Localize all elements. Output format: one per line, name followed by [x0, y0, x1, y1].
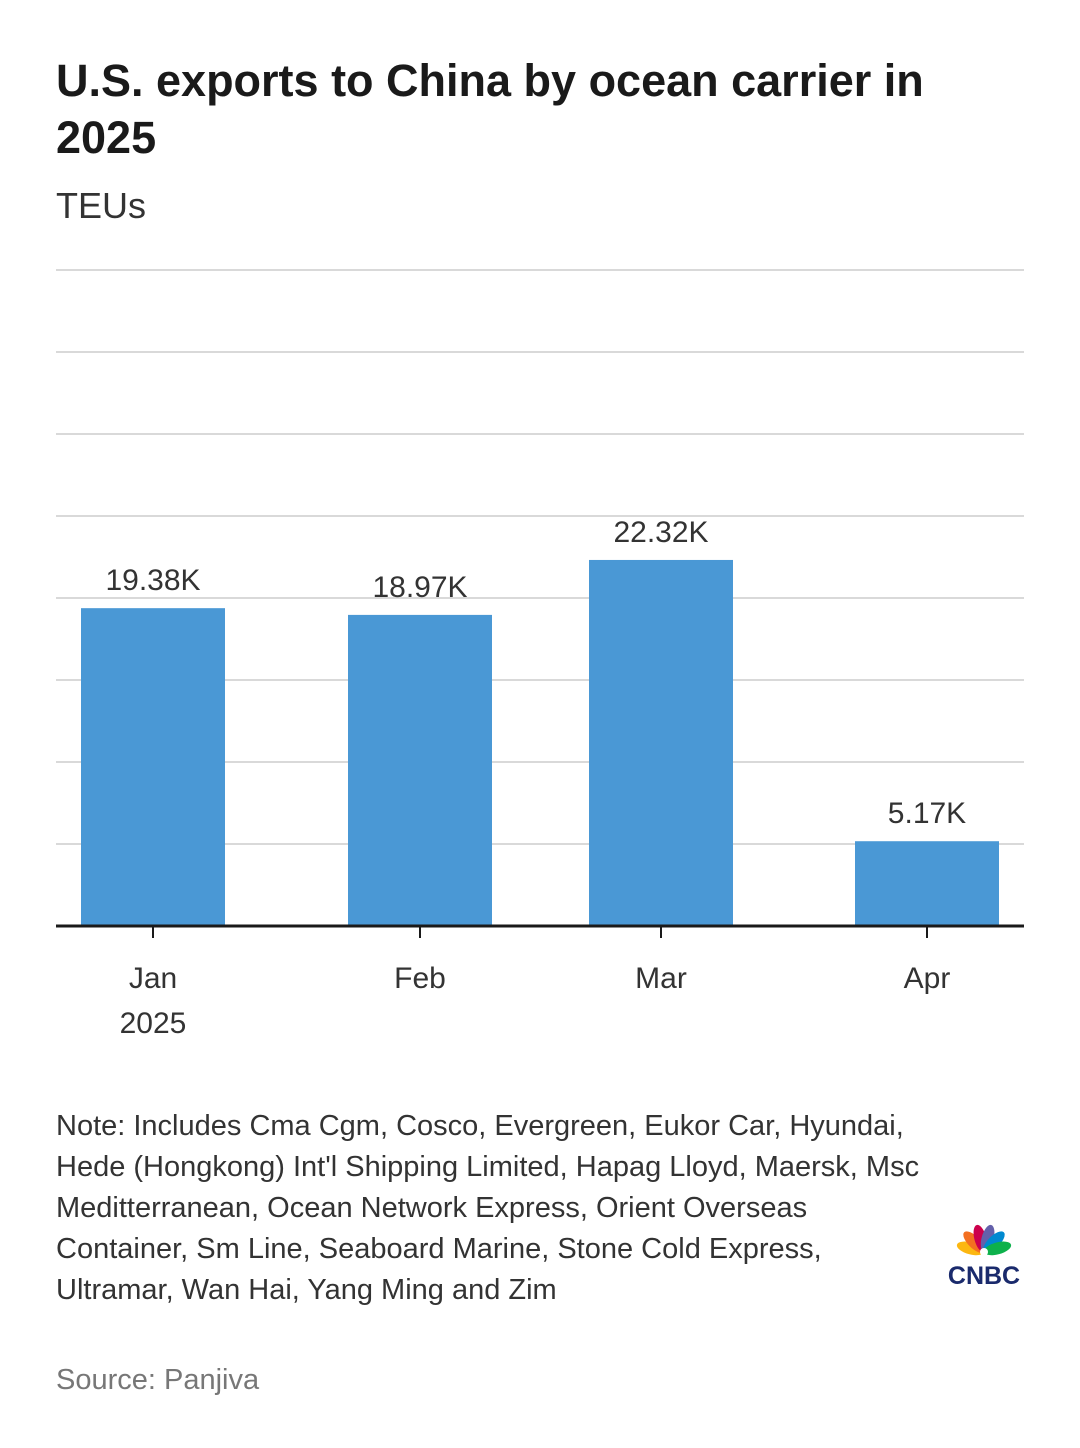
bar-mar [589, 559, 733, 926]
data-label: 18.97K [372, 571, 467, 604]
labels: 19.38K 18.97K 22.32K 5.17K [105, 516, 966, 830]
data-label: 19.38K [105, 564, 200, 597]
x-tick-label: Jan [129, 962, 177, 995]
chart-subtitle: TEUs [56, 185, 146, 226]
bars [81, 559, 999, 926]
x-tick-label: Mar [635, 962, 687, 995]
chart-source: Source: Panjiva [56, 1364, 260, 1396]
chart-note: Note: Includes Cma Cgm, Cosco, Evergreen… [56, 1110, 920, 1306]
data-label: 22.32K [613, 516, 708, 549]
bar-apr [855, 841, 999, 926]
bar-jan [81, 608, 225, 926]
x-tick-label: Apr [904, 962, 951, 995]
chart-title: U.S. exports to China by ocean carrier i… [56, 55, 924, 163]
x-axis: Jan 2025 Feb Mar Apr [56, 924, 1024, 1040]
x-tick-label: Feb [394, 962, 446, 995]
peacock-icon [956, 1224, 1012, 1256]
bar-feb [348, 614, 492, 926]
bar-chart: Jan 2025 Feb Mar Apr 19.38K 18.97K 22.32K 5.17K [56, 269, 1024, 1040]
data-label: 5.17K [888, 797, 966, 830]
cnbc-logo: CNBC [948, 1224, 1020, 1288]
x-tick-label-year: 2025 [120, 1007, 187, 1040]
cnbc-wordmark: CNBC [948, 1262, 1020, 1288]
